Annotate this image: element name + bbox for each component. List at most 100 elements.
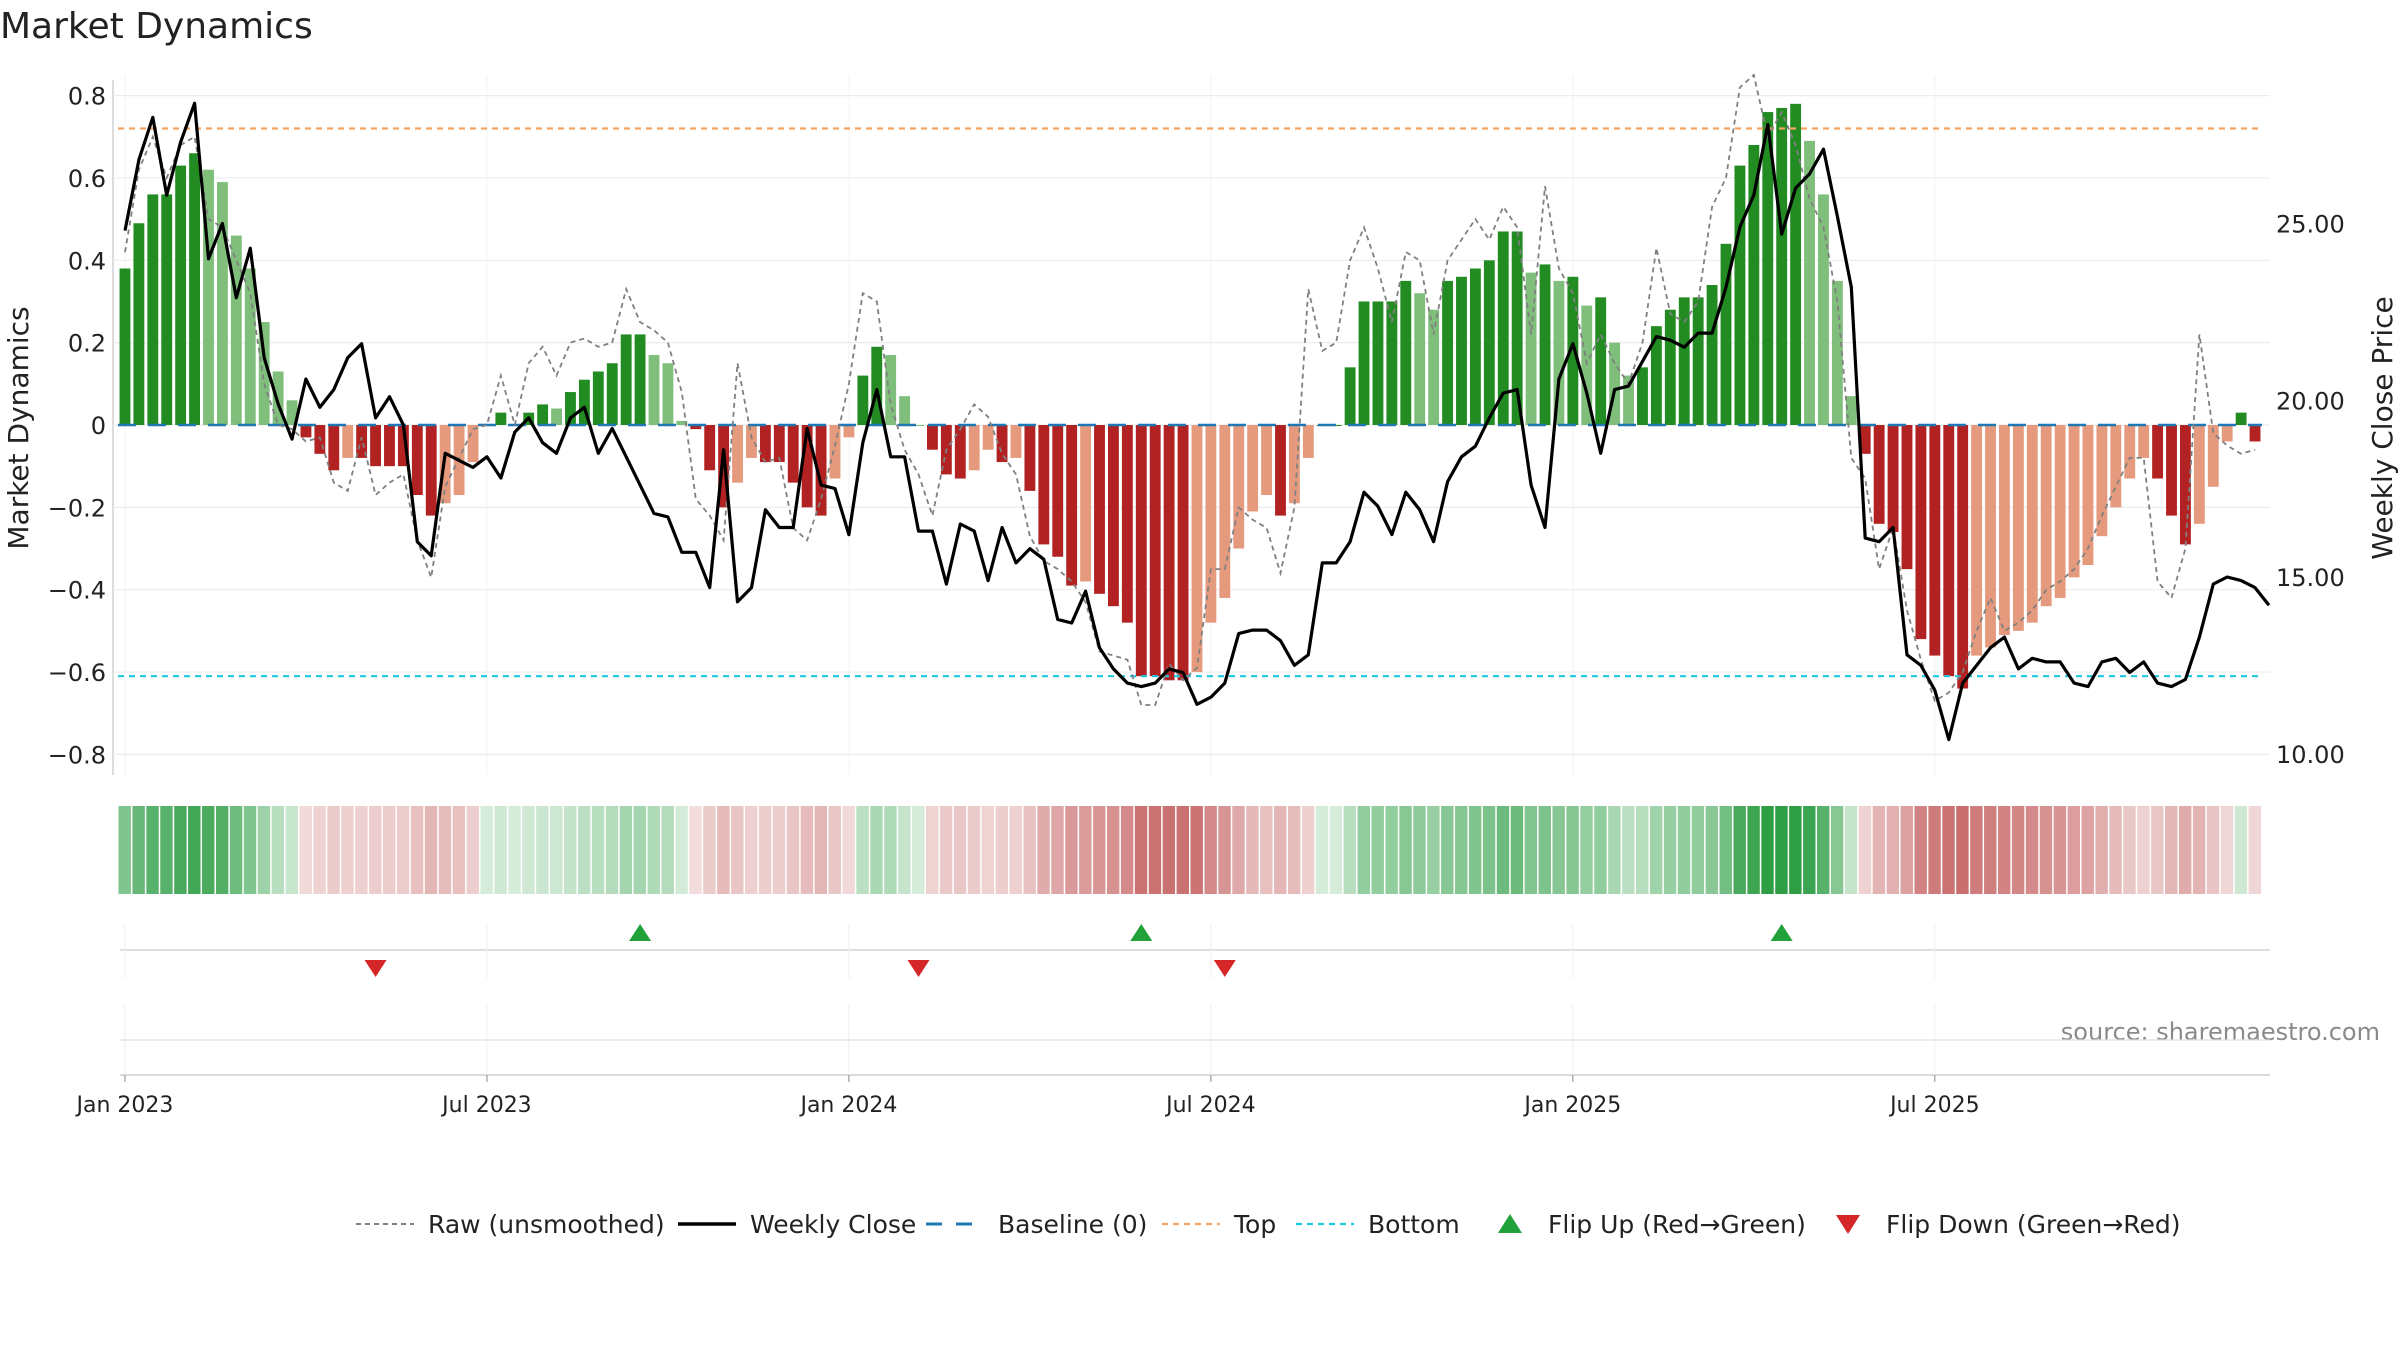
regime-cell	[1468, 806, 1482, 894]
regime-cell	[2011, 806, 2025, 894]
dynamics-bar	[996, 425, 1008, 463]
dynamics-bar	[1901, 425, 1913, 570]
dynamics-bar	[1595, 297, 1607, 425]
regime-cell	[981, 806, 995, 894]
dynamics-bar	[592, 371, 604, 425]
dynamics-bar	[1678, 297, 1690, 425]
regime-cell	[1900, 806, 1913, 894]
regime-cell	[1719, 806, 1732, 894]
regime-cell	[661, 806, 674, 894]
dynamics-bar	[1525, 272, 1537, 425]
regime-cell	[2234, 806, 2248, 894]
regime-cell	[396, 806, 410, 894]
regime-cell	[118, 806, 131, 894]
dynamics-bar	[1428, 309, 1440, 425]
regime-cell	[2248, 806, 2261, 894]
regime-cell	[953, 806, 967, 894]
regime-cell	[1399, 806, 1412, 894]
x-tick-label: Jan 2023	[75, 1093, 174, 1118]
regime-cell	[438, 806, 452, 894]
regime-cell	[1914, 806, 1927, 894]
dynamics-bar	[2068, 425, 2080, 578]
dynamics-bar	[1038, 425, 1050, 545]
dynamics-bar	[2166, 425, 2177, 516]
dynamics-bar	[1497, 231, 1509, 425]
dynamics-bar	[370, 425, 381, 467]
regime-cell	[2039, 806, 2053, 894]
dynamics-bar	[1414, 293, 1426, 425]
flip-up-marker	[1770, 924, 1793, 941]
regime-cell	[1733, 806, 1746, 894]
dynamics-bar	[1288, 425, 1300, 504]
regime-cell	[1246, 806, 1259, 894]
regime-cell	[536, 806, 549, 894]
dynamics-bar	[843, 425, 855, 438]
regime-cell	[1427, 806, 1440, 894]
regime-cell	[494, 806, 507, 894]
regime-cell	[1106, 806, 1120, 894]
legend-swatch-flip-down	[1836, 1215, 1860, 1234]
dynamics-bar	[1386, 301, 1398, 425]
x-tick-label: Jul 2025	[1888, 1093, 1980, 1118]
dynamics-bar	[968, 425, 980, 471]
regime-cell	[717, 806, 730, 894]
dynamics-bar	[342, 425, 354, 458]
weekly-close-line	[123, 101, 2271, 742]
regime-cell	[2067, 806, 2081, 894]
dynamics-bar	[1107, 425, 1119, 607]
dynamics-bar	[2040, 425, 2052, 607]
regime-cell	[424, 806, 438, 894]
regime-cell	[1232, 806, 1245, 894]
y-tick-label-left: −0.2	[48, 494, 106, 522]
regime-cell	[1176, 806, 1189, 894]
y-axis-left-label: Market Dynamics	[2, 306, 35, 549]
regime-cell	[188, 806, 201, 894]
regime-cell	[1496, 806, 1510, 894]
regime-cell	[327, 806, 340, 894]
dynamics-bar	[1692, 297, 1704, 425]
legend-label: Top	[1233, 1210, 1276, 1239]
regime-cell	[633, 806, 647, 894]
regime-cell	[1830, 806, 1844, 894]
dynamics-bar	[1845, 396, 1857, 425]
dynamics-bar	[537, 404, 549, 425]
dynamics-bar	[1818, 194, 1829, 425]
regime-cell	[1997, 806, 2011, 894]
dynamics-bar	[1567, 276, 1579, 425]
dynamics-bar	[1483, 260, 1495, 425]
regime-cell	[1274, 806, 1287, 894]
dynamics-bar	[606, 363, 618, 425]
dynamics-bar	[913, 425, 924, 426]
dynamics-bar	[1762, 112, 1774, 425]
regime-cell	[1566, 806, 1579, 894]
regime-cell	[480, 806, 493, 894]
regime-cell	[1691, 806, 1705, 894]
y-tick-label-left: −0.4	[48, 577, 106, 605]
regime-cell	[1844, 806, 1858, 894]
regime-cell	[995, 806, 1009, 894]
dynamics-bar	[759, 425, 771, 463]
dynamics-bar	[982, 425, 994, 450]
dynamics-bar	[384, 425, 395, 467]
legend-item: Weekly Close	[678, 1210, 916, 1239]
dynamics-bar	[1831, 280, 1843, 425]
lines-layer	[118, 73, 2271, 742]
regime-cell	[2053, 806, 2067, 894]
dynamics-bar	[2026, 425, 2038, 623]
regime-cell	[758, 806, 772, 894]
regime-cell	[1538, 806, 1551, 894]
regime-cell	[675, 806, 688, 894]
y-tick-label-left: 0	[91, 412, 106, 440]
dynamics-bar	[2012, 425, 2024, 631]
regime-cell	[1009, 806, 1022, 894]
dynamics-bar	[1623, 375, 1634, 425]
dynamics-bar	[1149, 425, 1161, 677]
regime-cell	[814, 806, 828, 894]
dynamics-bar	[1372, 301, 1384, 425]
y-tick-label-right: 25.00	[2276, 210, 2345, 238]
dynamics-bar	[787, 425, 799, 483]
dynamics-bar	[1358, 301, 1370, 425]
dynamics-bar	[1748, 145, 1760, 425]
regime-cell	[1622, 806, 1635, 894]
